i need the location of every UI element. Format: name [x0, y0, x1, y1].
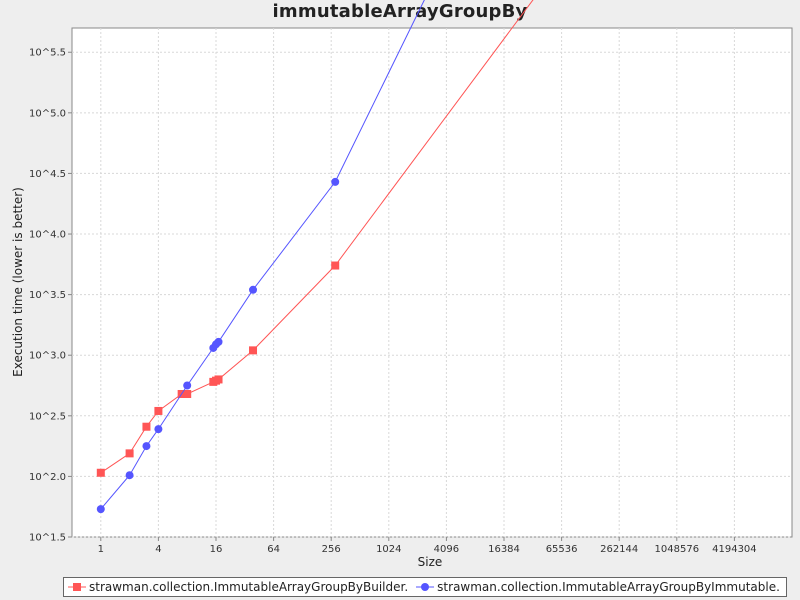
x-tick-label: 64 — [267, 544, 280, 555]
legend-marker-square — [68, 583, 86, 591]
y-tick-label: 10^2.0 — [29, 472, 66, 483]
x-tick-label: 4096 — [434, 544, 459, 555]
x-tick-label: 262144 — [600, 544, 638, 555]
y-tick-label: 10^1.5 — [29, 532, 66, 543]
y-tick-label: 10^5.0 — [29, 108, 66, 119]
x-tick-label: 1024 — [376, 544, 401, 555]
y-tick-label: 10^5.5 — [29, 48, 66, 59]
y-tick-label: 10^4.5 — [29, 169, 66, 180]
y-tick-label: 10^3.0 — [29, 351, 66, 362]
data-point-square — [331, 261, 340, 270]
y-axis-title: Execution time (lower is better) — [11, 187, 25, 377]
data-point-circle — [249, 285, 258, 294]
x-tick-label: 1 — [98, 544, 104, 555]
data-point-square — [249, 346, 258, 355]
x-axis-title: Size — [418, 555, 443, 569]
axes: 1 4 16 64 256 1024 4096 16384 65536 262144 1048576… — [29, 48, 757, 555]
x-tick-label: 16384 — [488, 544, 520, 555]
series-layer — [96, 0, 534, 514]
data-point-square — [214, 375, 223, 384]
data-point-square — [142, 422, 151, 431]
x-tick-label: 256 — [322, 544, 341, 555]
data-point-square — [183, 389, 192, 398]
x-tick-label: 1048576 — [655, 544, 700, 555]
legend-label-builder: strawman.collection.ImmutableArrayGroupB… — [89, 580, 409, 594]
data-point-circle — [331, 177, 340, 186]
data-point-circle — [96, 505, 105, 514]
legend: strawman.collection.ImmutableArrayGroupB… — [63, 577, 787, 597]
x-tick-label: 16 — [210, 544, 223, 555]
legend-item-immutable: strawman.collection.ImmutableArrayGroupB… — [416, 580, 780, 594]
legend-marker-circle — [416, 583, 435, 591]
y-tick-label: 10^3.5 — [29, 290, 66, 301]
data-point-circle — [125, 471, 134, 480]
legend-label-immutable: strawman.collection.ImmutableArrayGroupB… — [437, 580, 780, 594]
data-point-circle — [183, 381, 192, 390]
x-tick-label: 4194304 — [712, 544, 757, 555]
grid-lines — [72, 28, 792, 538]
legend-item-builder: strawman.collection.ImmutableArrayGroupB… — [68, 580, 408, 594]
data-point-square — [96, 468, 105, 477]
data-point-circle — [214, 337, 223, 346]
x-tick-label: 4 — [155, 544, 161, 555]
plot-area — [71, 27, 793, 538]
x-tick-label: 65536 — [546, 544, 578, 555]
data-point-circle — [154, 425, 163, 434]
y-tick-label: 10^4.0 — [29, 230, 66, 241]
y-tick-label: 10^2.5 — [29, 411, 66, 422]
data-point-square — [125, 449, 134, 458]
chart-title: immutableArrayGroupBy — [272, 1, 528, 22]
series-immutable — [96, 0, 425, 514]
data-point-circle — [142, 442, 151, 451]
data-point-square — [154, 406, 163, 415]
